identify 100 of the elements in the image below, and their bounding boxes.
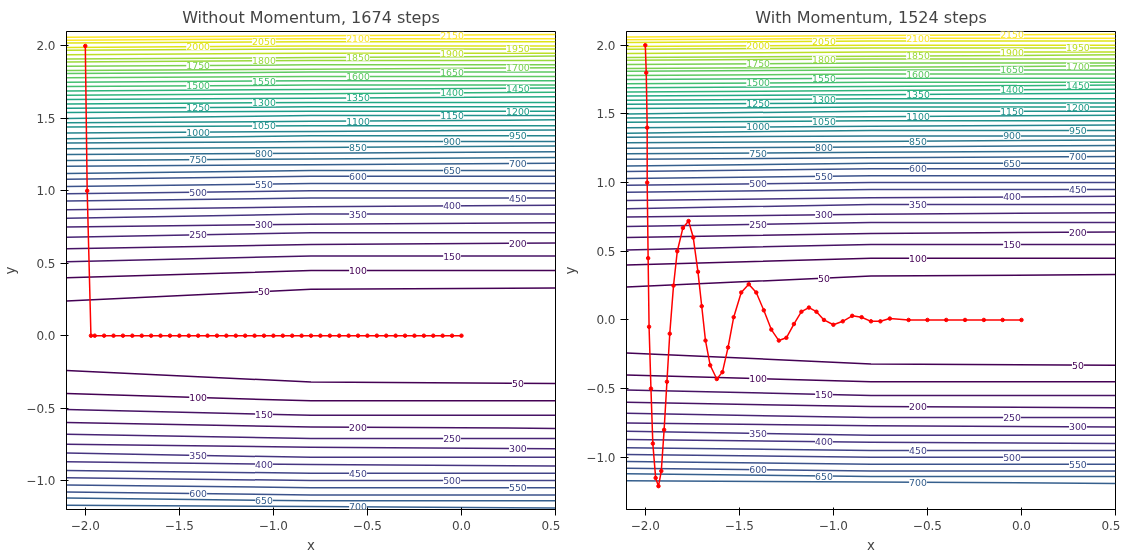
series-label: 1500 bbox=[746, 77, 771, 89]
series-label: 100 bbox=[749, 373, 768, 385]
series-label: 600 bbox=[749, 464, 768, 476]
series-label: 250 bbox=[1003, 411, 1022, 423]
x-tick-label: −2.0 bbox=[630, 518, 660, 533]
series-label: 450 bbox=[508, 192, 527, 204]
series-label: 300 bbox=[815, 209, 833, 221]
x-axis-title: x bbox=[307, 537, 316, 553]
series-label: 700 bbox=[1068, 151, 1087, 163]
x-tick-label: −0.5 bbox=[352, 518, 382, 533]
series-label: 400 bbox=[443, 200, 462, 212]
series-label: 400 bbox=[815, 436, 833, 448]
x-tick-label: −2.0 bbox=[70, 518, 100, 533]
x-tick-label: −1.0 bbox=[258, 518, 288, 533]
series-label: 1500 bbox=[186, 80, 211, 92]
series-label: 300 bbox=[508, 442, 527, 454]
y-tick-label: −0.5 bbox=[586, 382, 616, 397]
series-label: 1250 bbox=[746, 98, 771, 110]
series-label: 1200 bbox=[506, 105, 530, 117]
series-label: 50 bbox=[511, 377, 524, 389]
series-label: 650 bbox=[1003, 157, 1022, 169]
series-label: 1800 bbox=[252, 55, 276, 67]
chart-title: Without Momentum, 1674 steps bbox=[182, 7, 440, 27]
x-tick-label: 0.5 bbox=[541, 518, 561, 533]
x-axis-title: x bbox=[867, 537, 876, 553]
series-label: 800 bbox=[815, 141, 833, 153]
series-label: 2100 bbox=[906, 32, 930, 44]
series-label: 1850 bbox=[346, 51, 370, 63]
series-label: 1200 bbox=[1066, 101, 1090, 113]
y-tick-label: 1.5 bbox=[596, 107, 616, 122]
x-tick-label: −1.5 bbox=[164, 518, 194, 533]
series-label: 50 bbox=[258, 286, 270, 298]
series-label: 100 bbox=[909, 252, 927, 264]
x-tick-label: 0.5 bbox=[1101, 518, 1121, 533]
y-tick-label: 0.5 bbox=[36, 256, 56, 271]
series-label: 1700 bbox=[1066, 60, 1090, 72]
series-label: 1350 bbox=[346, 92, 370, 104]
y-tick-label: 2.0 bbox=[36, 39, 56, 54]
series-label: 1950 bbox=[506, 43, 530, 55]
series-label: 1950 bbox=[1066, 42, 1090, 54]
y-tick-label: −1.0 bbox=[586, 450, 616, 465]
y-tick-label: 0.5 bbox=[596, 244, 616, 259]
series-label: 2000 bbox=[186, 41, 211, 53]
y-tick-label: 1.0 bbox=[36, 184, 56, 199]
series-label: 950 bbox=[1068, 124, 1087, 136]
series-label: 200 bbox=[349, 421, 367, 433]
series-label: 450 bbox=[1068, 183, 1087, 195]
series-label: 1450 bbox=[506, 82, 530, 94]
series-label: 1000 bbox=[186, 126, 211, 138]
series-label: 2050 bbox=[812, 35, 836, 47]
y-tick-label: 0.0 bbox=[36, 329, 56, 344]
series-label: 1700 bbox=[506, 62, 530, 74]
series-label: 1300 bbox=[252, 97, 276, 109]
series-label: 50 bbox=[1071, 359, 1084, 371]
series-label: 550 bbox=[1068, 458, 1087, 470]
series-label: 650 bbox=[255, 494, 273, 506]
y-tick-label: 1.5 bbox=[36, 111, 56, 126]
series-label: 750 bbox=[749, 147, 768, 159]
y-tick-label: −0.5 bbox=[26, 401, 56, 416]
series-label: 900 bbox=[1003, 130, 1022, 142]
series-label: 700 bbox=[508, 158, 527, 170]
series-label: 1250 bbox=[186, 101, 211, 113]
x-tick-label: −0.5 bbox=[912, 518, 942, 533]
series-label: 1650 bbox=[1000, 64, 1024, 76]
series-label: 300 bbox=[1068, 421, 1087, 433]
series-label: 1550 bbox=[252, 75, 276, 87]
series-label: 850 bbox=[909, 135, 927, 147]
series-label: 1900 bbox=[1000, 46, 1024, 58]
series-label: 2150 bbox=[440, 29, 464, 41]
series-label: 50 bbox=[818, 272, 830, 284]
series-label: 1450 bbox=[1066, 79, 1090, 91]
series-label: 250 bbox=[189, 229, 208, 241]
x-tick-label: −1.5 bbox=[724, 518, 754, 533]
series-label: 1750 bbox=[746, 58, 771, 70]
series-label: 950 bbox=[508, 130, 527, 142]
series-label: 200 bbox=[909, 401, 927, 413]
series-label: 500 bbox=[443, 475, 462, 487]
series-label: 600 bbox=[909, 163, 927, 175]
series-label: 1150 bbox=[1000, 105, 1024, 117]
series-label: 250 bbox=[443, 433, 462, 445]
series-label: 150 bbox=[255, 408, 273, 420]
series-label: 1000 bbox=[746, 121, 771, 133]
y-tick-label: 2.0 bbox=[596, 38, 616, 53]
y-tick-label: 1.0 bbox=[596, 176, 616, 191]
series-label: 450 bbox=[349, 467, 367, 479]
series-label: 1050 bbox=[252, 120, 276, 132]
series-label: 1600 bbox=[906, 68, 930, 80]
series-label: 2150 bbox=[1000, 29, 1024, 41]
series-label: 1550 bbox=[812, 72, 836, 84]
series-label: 1050 bbox=[812, 115, 836, 127]
series-label: 150 bbox=[1003, 238, 1022, 250]
series-label: 100 bbox=[189, 392, 208, 404]
series-label: 750 bbox=[189, 154, 208, 166]
series-label: 450 bbox=[909, 444, 927, 456]
series-label: 350 bbox=[749, 427, 768, 439]
series-label: 200 bbox=[508, 237, 527, 249]
series-label: 500 bbox=[1003, 451, 1022, 463]
series-label: 1850 bbox=[906, 50, 930, 62]
chart-title: With Momentum, 1524 steps bbox=[755, 7, 987, 27]
series-label: 850 bbox=[349, 141, 367, 153]
